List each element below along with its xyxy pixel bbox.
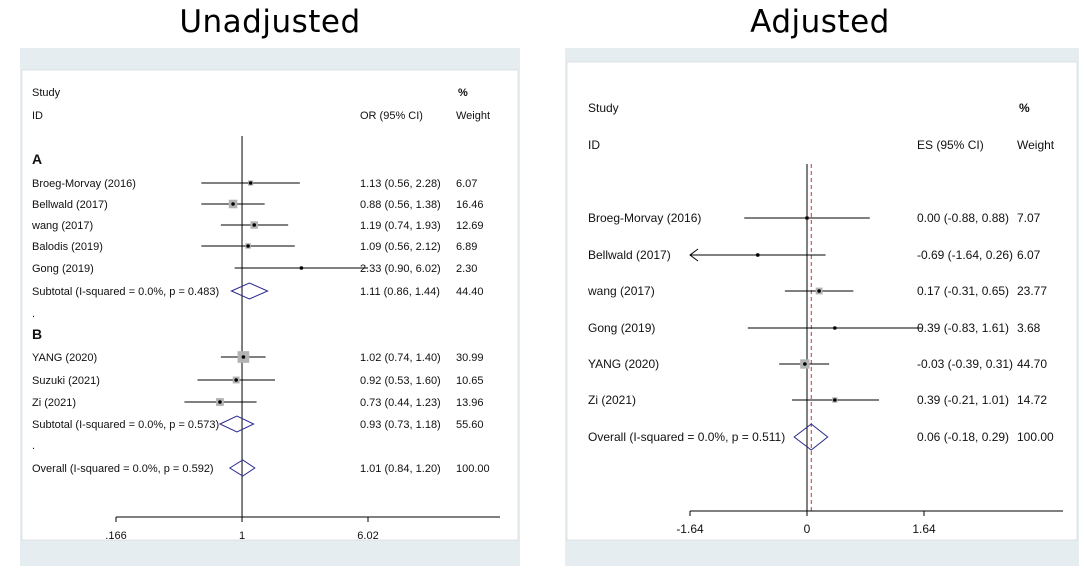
adj-plot-area [566, 61, 1078, 541]
unadj-study-label: Suzuki (2021) [32, 375, 100, 387]
unadj-header-weight: Weight [456, 110, 490, 122]
adj-study-label: Gong (2019) [588, 321, 655, 335]
adj-point-estimate [833, 398, 837, 402]
title-adjusted: Adjusted [750, 4, 890, 40]
adj-effect-text: 0.00 (-0.88, 0.88) [917, 211, 1009, 225]
unadj-effect-text: 2.33 (0.90, 6.02) [360, 263, 441, 275]
adj-effect-text: -0.69 (-1.64, 0.26) [917, 248, 1013, 262]
adj-effect-text: 0.39 (-0.83, 1.61) [917, 321, 1009, 335]
adj-effect-text: 0.17 (-0.31, 0.65) [917, 284, 1009, 298]
unadj-summary-label: Subtotal (I-squared = 0.0%, p = 0.573) [32, 419, 219, 431]
unadj-summary-diamond [228, 459, 256, 477]
unadj-effect-text: 1.09 (0.56, 2.12) [360, 241, 441, 253]
adj-point-estimate [833, 326, 837, 330]
adj-header-effect: ES (95% CI) [917, 138, 984, 152]
unadj-x-tick-label: 1 [239, 530, 245, 542]
unadj-point-estimate [231, 202, 235, 206]
unadj-summary-label: Overall (I-squared = 0.0%, p = 0.592) [32, 463, 214, 475]
unadj-weight-text: 10.65 [456, 375, 484, 387]
unadj-header-effect: OR (95% CI) [360, 110, 423, 122]
unadj-point-estimate [246, 244, 250, 248]
unadj-plot-area [21, 69, 519, 541]
title-unadjusted: Unadjusted [179, 4, 361, 40]
unadj-effect-text: 0.73 (0.44, 1.23) [360, 397, 441, 409]
adj-point-estimate [755, 253, 760, 257]
unadj-study-label: Zi (2021) [32, 397, 76, 409]
adj-study-label: YANG (2020) [588, 357, 659, 371]
unadj-x-tick-label: 6.02 [357, 530, 378, 542]
unadj-effect-text: 0.93 (0.73, 1.18) [360, 419, 441, 431]
unadj-study-label: Broeg-Morvay (2016) [32, 178, 136, 190]
adj-weight-text: 7.07 [1017, 211, 1041, 225]
adj-x-tick-label: 1.64 [912, 522, 936, 536]
adj-study-label: Bellwald (2017) [588, 248, 671, 262]
adj-header-pct: % [1019, 101, 1030, 115]
adj-effect-text: 0.06 (-0.18, 0.29) [917, 430, 1009, 444]
unadj-effect-text: 1.02 (0.74, 1.40) [360, 352, 441, 364]
unadj-point-estimate [218, 400, 222, 404]
unadj-spacer-dot: . [32, 440, 35, 452]
adj-summary-diamond [793, 423, 829, 451]
unadj-header-pct: % [458, 87, 468, 99]
adj-weight-text: 14.72 [1017, 393, 1047, 407]
unadj-point-estimate [234, 378, 238, 382]
unadj-weight-text: 6.07 [456, 178, 477, 190]
unadj-point-estimate [252, 223, 257, 227]
unadj-summary-diamond [230, 282, 269, 300]
adj-point-estimate [803, 362, 807, 366]
unadj-effect-text: 1.13 (0.56, 2.28) [360, 178, 441, 190]
adj-study-label: Zi (2021) [588, 393, 636, 407]
unadj-group-label: B [32, 326, 42, 342]
unadj-study-label: Gong (2019) [32, 263, 94, 275]
adj-weight-text: 44.70 [1017, 357, 1047, 371]
adj-weight-text: 6.07 [1017, 248, 1041, 262]
adj-ci-arrow [689, 248, 699, 262]
adj-point-estimate [805, 216, 809, 220]
adj-header-weight: Weight [1017, 138, 1055, 152]
adj-x-tick-label: 0 [804, 522, 811, 536]
unadj-group-label: A [32, 151, 42, 167]
unadj-point-estimate [248, 181, 253, 185]
adj-header-study: Study [588, 101, 619, 115]
unadj-study-label: Balodis (2019) [32, 241, 103, 253]
unadj-effect-text: 1.01 (0.84, 1.20) [360, 463, 441, 475]
unadj-effect-text: 0.88 (0.56, 1.38) [360, 199, 441, 211]
adj-weight-text: 100.00 [1017, 430, 1054, 444]
unadj-weight-text: 2.30 [456, 263, 477, 275]
unadj-summary-diamond [218, 415, 255, 433]
unadj-effect-text: 1.19 (0.74, 1.93) [360, 220, 441, 232]
unadj-weight-text: 100.00 [456, 463, 490, 475]
unadj-spacer-dot: . [32, 308, 35, 320]
unadj-study-label: Bellwald (2017) [32, 199, 108, 211]
adj-summary-label: Overall (I-squared = 0.0%, p = 0.511) [588, 430, 785, 444]
unadj-study-label: wang (2017) [31, 220, 93, 232]
adj-weight-text: 23.77 [1017, 284, 1047, 298]
unadj-header-id: ID [32, 110, 43, 122]
unadj-summary-label: Subtotal (I-squared = 0.0%, p = 0.483) [32, 286, 219, 298]
adj-header-id: ID [588, 138, 600, 152]
adj-effect-text: 0.39 (-0.21, 1.01) [917, 393, 1009, 407]
unadj-x-tick-label: .166 [105, 530, 126, 542]
unadj-effect-text: 1.11 (0.86, 1.44) [360, 286, 440, 298]
unadj-weight-text: 55.60 [456, 419, 484, 431]
unadj-point-estimate [299, 266, 304, 270]
adj-weight-text: 3.68 [1017, 321, 1041, 335]
adj-effect-text: -0.03 (-0.39, 0.31) [917, 357, 1013, 371]
unadj-weight-text: 16.46 [456, 199, 484, 211]
adj-x-tick-label: -1.64 [676, 522, 704, 536]
unadj-header-study: Study [32, 87, 61, 99]
unadj-weight-text: 12.69 [456, 220, 484, 232]
unadj-weight-text: 44.40 [456, 286, 484, 298]
unadj-weight-text: 13.96 [456, 397, 484, 409]
unadj-effect-text: 0.92 (0.53, 1.60) [360, 375, 441, 387]
adj-study-label: wang (2017) [587, 284, 655, 298]
unadj-weight-text: 6.89 [456, 241, 477, 253]
unadj-study-label: YANG (2020) [32, 352, 97, 364]
unadj-point-estimate [241, 355, 246, 359]
unadj-weight-text: 30.99 [456, 352, 484, 364]
adj-point-estimate [817, 289, 821, 293]
adj-study-label: Broeg-Morvay (2016) [588, 211, 701, 225]
